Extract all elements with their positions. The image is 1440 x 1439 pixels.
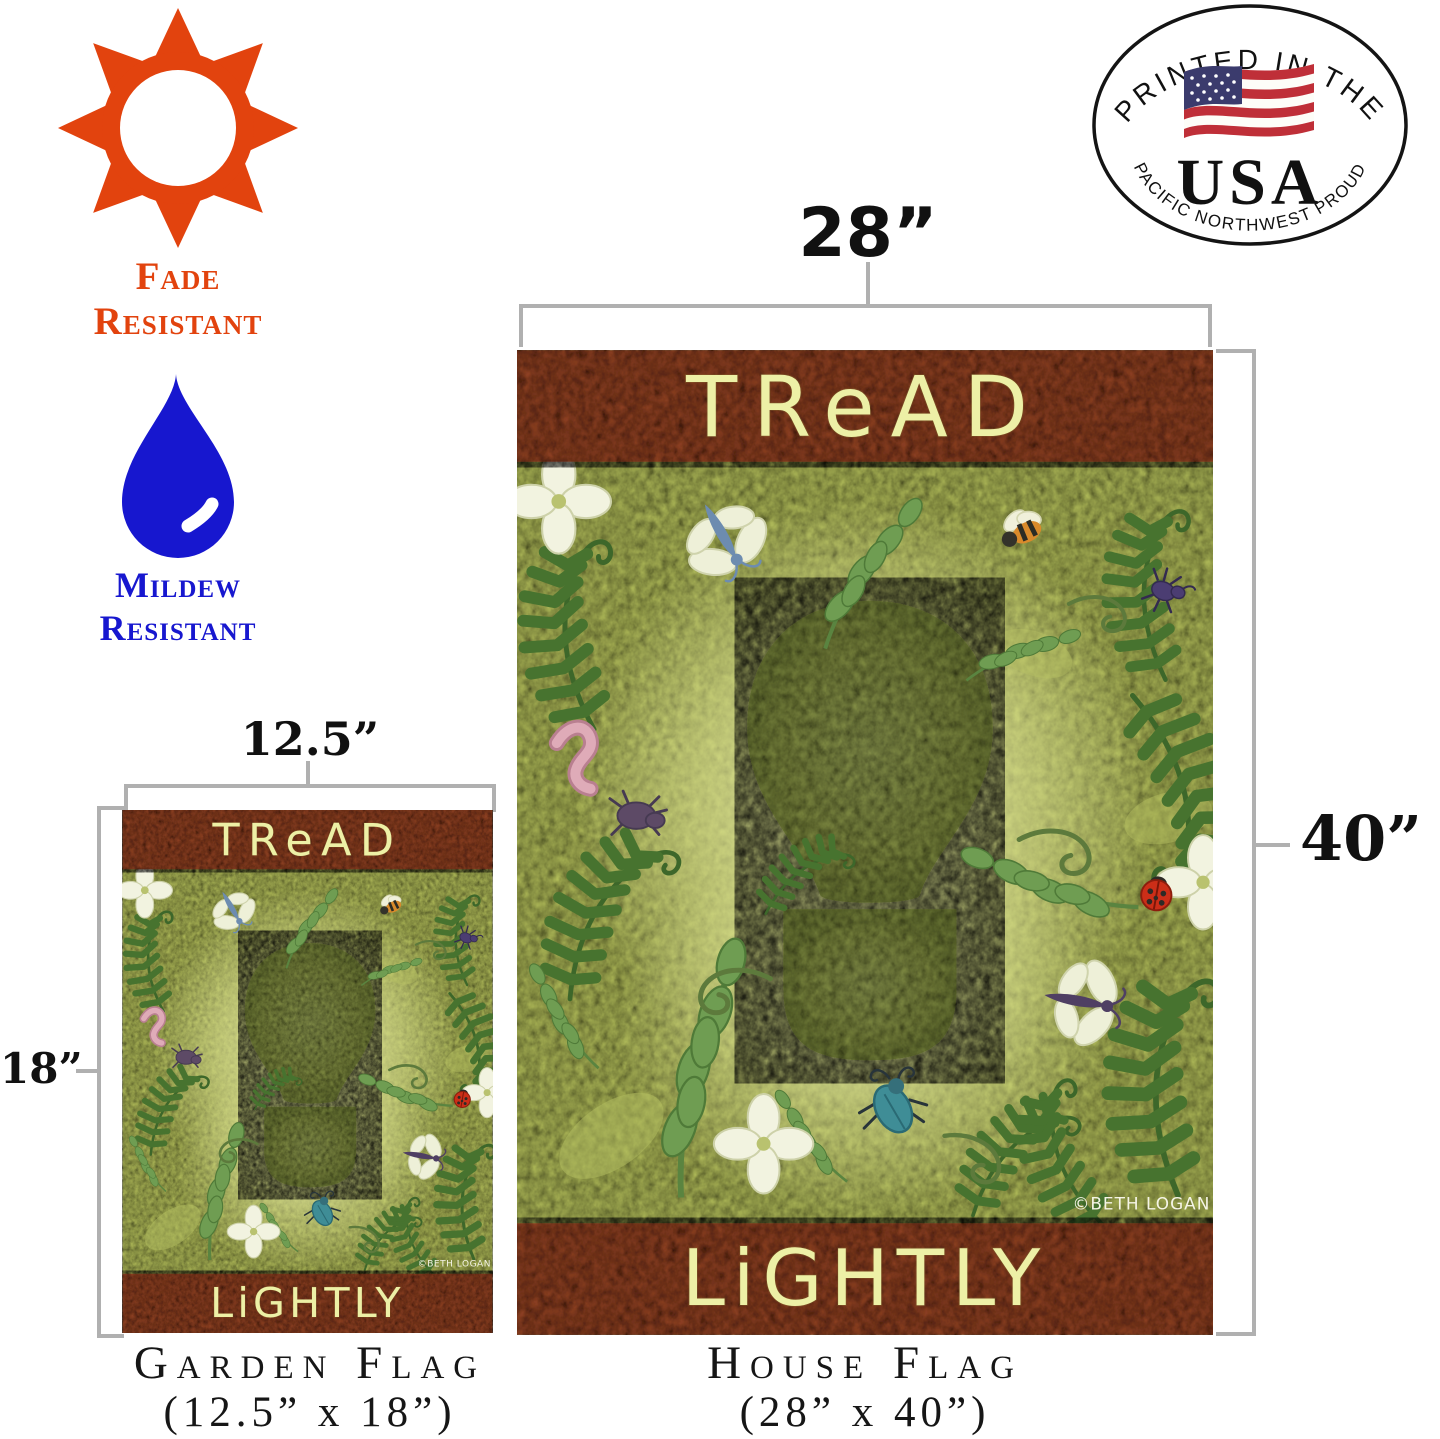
mildew-resistant-label-line2: Resistant xyxy=(99,608,257,648)
house-flag-caption: House Flag (28” x 40”) xyxy=(640,1338,1090,1438)
badge-country-text: USA xyxy=(1176,146,1323,219)
garden-flag-image xyxy=(122,810,493,1333)
water-drop-icon xyxy=(122,374,234,558)
house-flag-caption-size: (28” x 40”) xyxy=(739,1389,991,1436)
house-height-bracket xyxy=(1216,349,1290,1336)
us-flag-icon xyxy=(1184,64,1314,138)
garden-flag-caption-title: Garden Flag xyxy=(133,1337,487,1389)
garden-height-bracket xyxy=(76,806,124,1338)
garden-height-label: 18” xyxy=(0,1044,83,1093)
mildew-resistant-feature: Mildew Resistant xyxy=(28,368,328,650)
garden-flag-caption: Garden Flag (12.5” x 18”) xyxy=(110,1338,510,1438)
garden-width-label: 12.5” xyxy=(240,712,380,766)
house-flag-image xyxy=(517,350,1213,1335)
house-width-label: 28” xyxy=(798,194,938,273)
house-flag-caption-title: House Flag xyxy=(707,1337,1023,1389)
garden-flag-caption-size: (12.5” x 18”) xyxy=(163,1389,457,1436)
mildew-resistant-label-line1: Mildew xyxy=(114,565,242,605)
house-width-bracket xyxy=(519,262,1212,347)
house-height-label: 40” xyxy=(1300,802,1422,875)
garden-width-bracket xyxy=(124,761,496,812)
fade-resistant-label-line2: Resistant xyxy=(93,300,263,343)
fade-resistant-label-line1: Fade xyxy=(135,255,221,298)
fade-resistant-feature: Fade Resistant xyxy=(28,2,328,344)
sun-icon xyxy=(58,8,298,248)
printed-in-usa-badge: PRINTED IN THE USA PACIFIC NORTHWEST PRO… xyxy=(1092,4,1408,246)
